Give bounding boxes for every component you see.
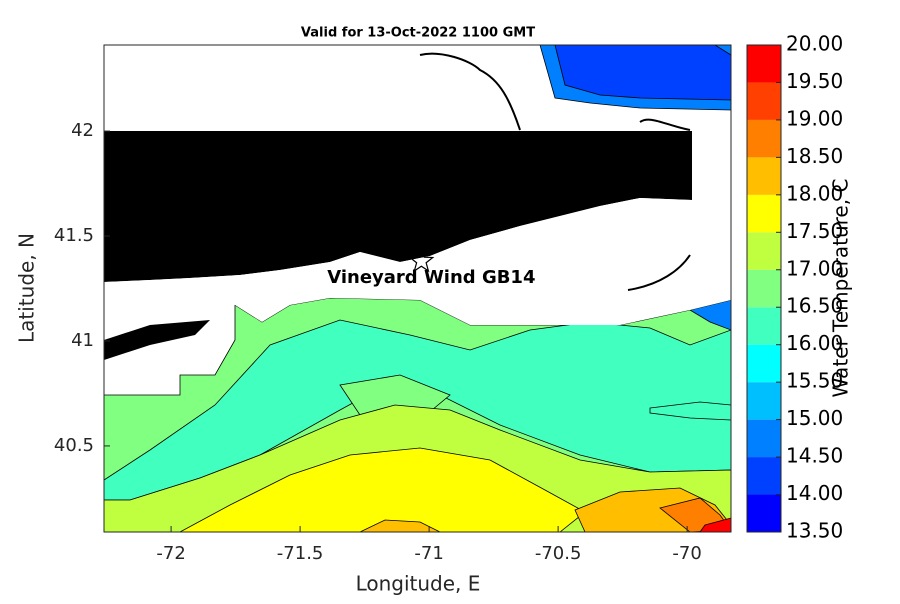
colorbar-tick-label: 15.00 bbox=[786, 406, 843, 430]
x-tick-label: -71.5 bbox=[277, 543, 324, 564]
x-tick-label: -70.5 bbox=[535, 543, 582, 564]
colorbar-tick-label: 18.50 bbox=[786, 144, 843, 168]
coastline bbox=[419, 52, 691, 291]
colorbar-band bbox=[747, 457, 781, 495]
chart-title: Valid for 13-Oct-2022 1100 GMT bbox=[301, 26, 535, 41]
colorbar-tick-label: 17.50 bbox=[786, 219, 843, 243]
y-tick-label: 40.5 bbox=[54, 435, 94, 456]
colorbar-band bbox=[747, 45, 781, 83]
colorbar-tick-label: 14.50 bbox=[786, 444, 843, 468]
colorbar-tick-label: 15.50 bbox=[786, 369, 843, 393]
land bbox=[104, 131, 692, 282]
map-area bbox=[103, 44, 732, 533]
colorbar-band bbox=[747, 494, 781, 532]
y-axis-label: Latitude, N bbox=[15, 233, 39, 343]
colorbar-band bbox=[747, 232, 781, 270]
colorbar-label: Water Temperature, C bbox=[829, 179, 853, 398]
colorbar-tick-label: 16.00 bbox=[786, 331, 843, 355]
colorbar-tick-label: 17.00 bbox=[786, 256, 843, 280]
x-tick-label: -71 bbox=[414, 543, 443, 564]
island bbox=[104, 320, 210, 360]
colorbar-band bbox=[747, 82, 781, 120]
colorbar-tick-label: 16.50 bbox=[786, 294, 843, 318]
x-tick-label: -72 bbox=[156, 543, 185, 564]
colorbar-band bbox=[747, 194, 781, 233]
colorbar-tick-label: 19.50 bbox=[786, 69, 843, 93]
station-marker bbox=[408, 247, 435, 273]
axes-box bbox=[103, 44, 732, 533]
y-tick-label: 42 bbox=[71, 120, 94, 141]
x-axis-label: Longitude, E bbox=[356, 572, 481, 596]
temperature-region bbox=[359, 519, 441, 532]
temperature-region bbox=[649, 401, 731, 421]
temperature-region bbox=[554, 45, 731, 101]
colorbar-band bbox=[747, 419, 781, 458]
colorbar-band bbox=[747, 307, 781, 345]
colorbar-band bbox=[747, 119, 781, 158]
temperature-region bbox=[699, 517, 731, 532]
temperature-region bbox=[179, 447, 586, 532]
colorbar-tick-label: 20.00 bbox=[786, 32, 843, 56]
y-tick-label: 41.5 bbox=[54, 225, 94, 246]
colorbar-band bbox=[747, 269, 781, 308]
colorbar-tick-label: 19.00 bbox=[786, 106, 843, 130]
colorbar-band bbox=[747, 344, 781, 383]
colorbar-tick-label: 18.00 bbox=[786, 181, 843, 205]
y-tick-label: 41 bbox=[71, 330, 94, 351]
map-layers bbox=[104, 45, 731, 532]
colorbar-box bbox=[746, 44, 782, 533]
colorbar-band bbox=[747, 382, 781, 420]
x-tick-label: -70 bbox=[672, 543, 701, 564]
colorbar-band bbox=[747, 157, 781, 195]
white-area bbox=[104, 195, 731, 325]
colorbar-tick-label: 13.50 bbox=[786, 519, 843, 543]
colorbar-tick-label: 14.00 bbox=[786, 481, 843, 505]
station-label: Vineyard Wind GB14 bbox=[327, 267, 535, 288]
